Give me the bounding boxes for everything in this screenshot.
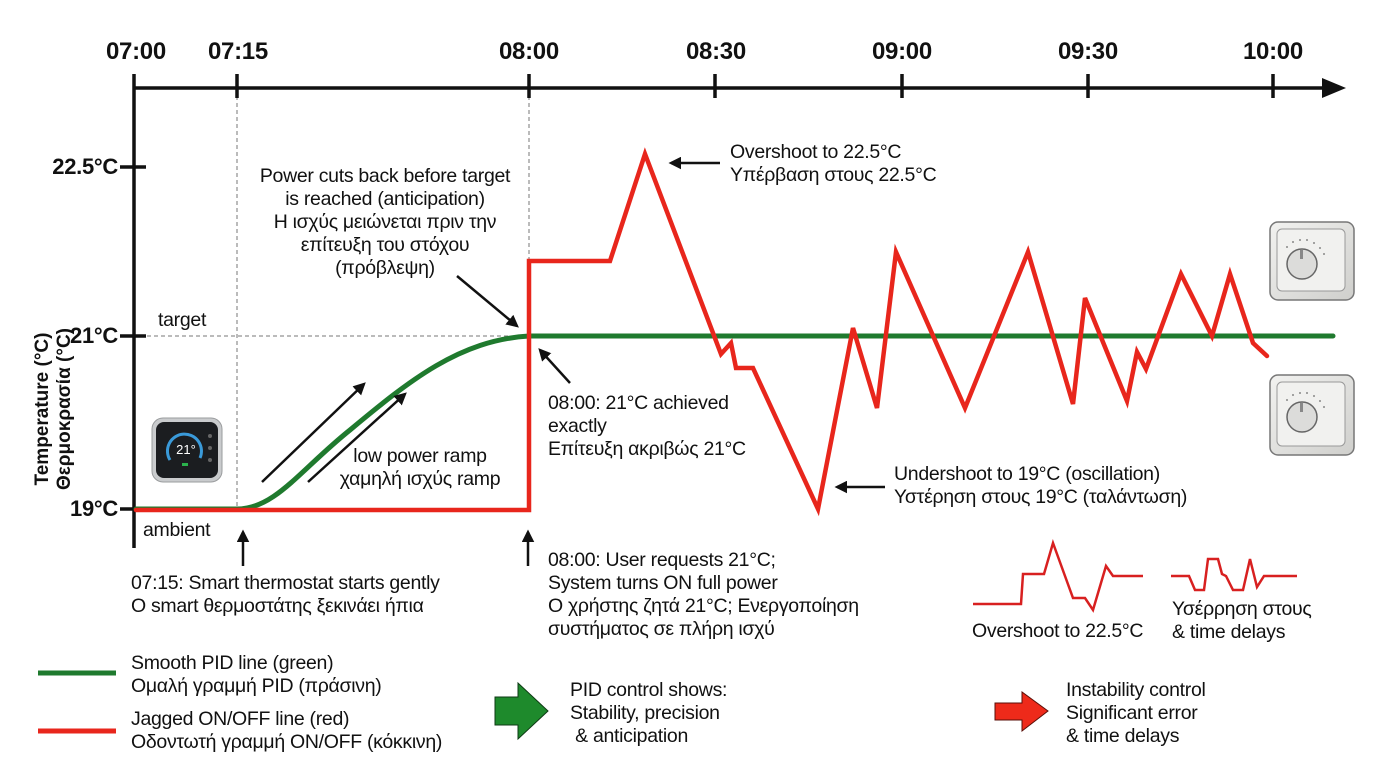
mini-delays-caption: Υσέρρηση στους & time delays [1172,598,1312,644]
annotation-line: System turns ON full power [548,572,778,594]
y-tick-label: 21°C [70,323,118,348]
y-tick-label: 19°C [70,496,118,521]
callout-line: & anticipation [570,725,688,747]
ramp-arrow-icon [261,382,366,483]
y-axis-title-en: Temperature (°C) [32,332,53,486]
legend-label: Smooth PID line (green) [131,652,334,674]
y-axis-title-gr: Θερμοκρασία (°C) [54,327,75,491]
annotation-line: Overshoot to 22.5°C [730,141,902,163]
undershoot-annotation: Undershoot to 19°C (oscillation) Υστέρησ… [894,463,1187,509]
annotation-line: Υπέρβαση στους 22.5°C [730,164,937,186]
annotation-line: Επίτευξη ακριβώς 21°C [548,438,746,460]
x-axis [134,74,1346,98]
x-tick-label: 07:00 [106,38,166,65]
dial-thermostat-icon [1269,221,1355,301]
smart-start-annotation: 07:15: Smart thermostat starts gently O … [131,572,440,618]
user-request-annotation: 08:00: User requests 21°C; System turns … [548,549,859,641]
annotation-line: (πρόβλεψη) [335,257,435,279]
svg-text:21°: 21° [176,442,196,457]
annotation-line: exactly [548,415,607,437]
annotation-line: 08:00: 21°C achieved [548,392,729,414]
mini-overshoot-caption: Overshoot to 22.5°C [972,620,1144,642]
onoff-callout: Instability control Significant error & … [1066,679,1206,748]
achieved-arrow-icon [538,348,571,384]
annotation-line: συστήματος σε πλήρη ισχύ [548,618,775,640]
y-axis [120,74,146,548]
legend-label: Jagged ON/OFF line (red) [131,708,350,730]
annotation-line: 07:15: Smart thermostat starts gently [131,572,440,594]
anticipation-arrow-icon [456,275,519,328]
callout-line: Stability, precision [570,702,720,724]
mini-overshoot-signal [973,538,1143,613]
annotation-line: επίτευξη του στόχου [300,234,470,256]
annotation-line: χαμηλή ισχύς ramp [339,468,501,490]
annotation-arrows [236,156,885,566]
annotation-line: Power cuts back before target [259,165,511,187]
red-arrow-icon [994,691,1049,733]
annotation-line: Υστέρηση στους 19°C (ταλάντωση) [894,486,1188,508]
ramp-annotation: low power ramp χαμηλή ισχύς ramp [310,445,530,491]
annotation-line: Υσέρρηση στους [1172,598,1312,620]
achieved-annotation: 08:00: 21°C achieved exactly Επίτευξη ακ… [548,392,746,461]
y-axis-title: Temperature (°C) Θερμοκρασία (°C) [32,289,76,529]
anticipation-annotation: Power cuts back before target is reached… [238,165,532,280]
legend-label: Οδοντωτή γραμμή ON/OFF (κόκκινη) [131,731,443,753]
annotation-line: O smart θερμοστάτης ξεκινάει ήπια [131,595,424,617]
annotation-line: & time delays [1172,621,1286,643]
annotation-line: 08:00: User requests 21°C; [548,549,776,571]
callout-line: & time delays [1066,725,1180,747]
ambient-label: ambient [143,519,211,541]
target-label: target [158,309,207,331]
x-tick-label: 07:15 [208,38,268,65]
annotation-line: Ο χρήστης ζητά 21°C; Ενεργοποίηση [548,595,859,617]
annotation-line: is reached (anticipation) [285,188,485,210]
callout-line: Significant error [1066,702,1198,724]
x-tick-label: 08:30 [686,38,746,65]
guide-lines [140,96,530,508]
callout-line: Instability control [1066,679,1206,701]
callout-line: PID control shows: [570,679,728,701]
onoff-series-line [133,147,1270,517]
y-tick-label: 22.5°C [52,154,118,179]
pid-series-line [133,333,1336,512]
x-tick-label: 08:00 [499,38,559,65]
ramp-arrow-icon [307,392,407,483]
annotation-line: Undershoot to 19°C (oscillation) [894,463,1160,485]
green-arrow-icon [494,681,549,741]
axis-arrow-icon [1322,78,1346,98]
mini-delays-signal [1171,557,1297,592]
legend-item-green: Smooth PID line (green) Ομαλή γραμμή PID… [131,652,382,698]
x-tick-label: 09:00 [872,38,932,65]
smart-thermostat-icon: 21° [151,417,223,483]
x-tick-label: 10:00 [1243,38,1303,65]
annotation-line: Η ισχύς μειώνεται πριν την [273,211,497,233]
legend-item-red: Jagged ON/OFF line (red) Οδοντωτή γραμμή… [131,708,442,754]
dial-thermostat-icon [1269,374,1355,456]
x-tick-label: 09:30 [1058,38,1118,65]
overshoot-annotation: Overshoot to 22.5°C Υπέρβαση στους 22.5°… [730,141,937,187]
annotation-line: low power ramp [353,445,487,467]
pid-callout: PID control shows: Stability, precision … [570,679,727,748]
legend-label: Ομαλή γραμμή PID (πράσινη) [131,675,382,697]
